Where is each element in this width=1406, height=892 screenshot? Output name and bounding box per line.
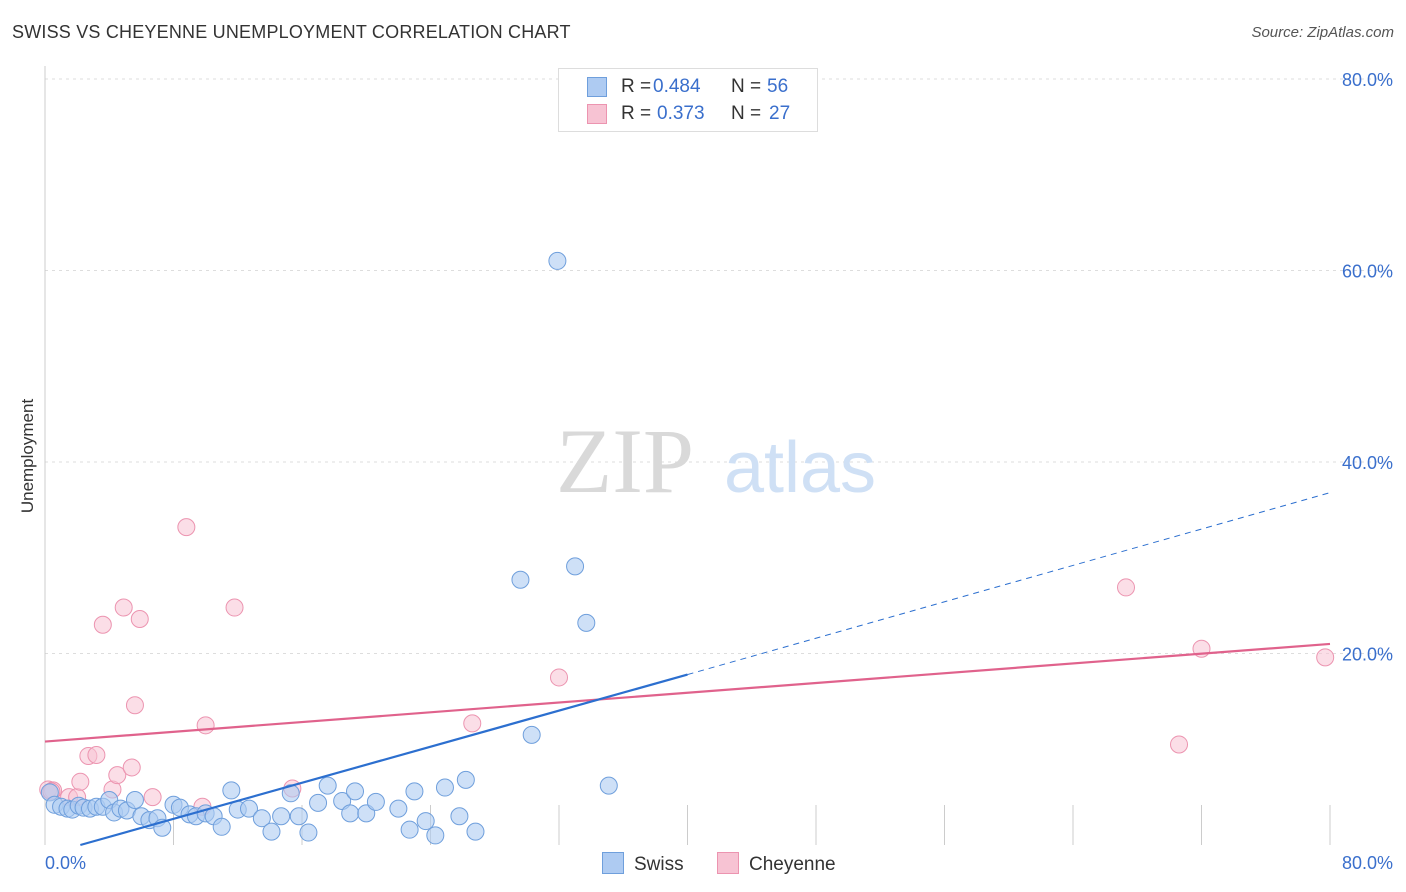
cheyenne-trend-line [44, 642, 1331, 743]
cheyenne-point [130, 610, 149, 629]
y-tick-label: 20.0% [1342, 645, 1393, 665]
cheyenne-point [550, 668, 568, 687]
swiss-point [450, 807, 469, 826]
swiss-point [435, 778, 454, 797]
watermark-zip: ZIP [556, 410, 694, 512]
swiss-point [456, 770, 475, 789]
watermark-atlas: atlas [724, 428, 876, 508]
swiss-trend-line [80, 673, 688, 847]
cheyenne-legend-label: Cheyenne [749, 854, 836, 875]
y-tick-label: 80.0% [1342, 70, 1393, 90]
cheyenne-point [87, 745, 106, 764]
cheyenne-point [196, 716, 215, 735]
cheyenne-point [93, 615, 112, 634]
tick-labels: 20.0% 40.0% 60.0% 80.0% 0.0% 80.0% [45, 70, 1393, 873]
swiss-point [341, 804, 360, 823]
swiss-point [239, 799, 258, 818]
swiss-n-label: N = [731, 76, 762, 97]
swiss-point [252, 809, 271, 828]
cheyenne-point [122, 758, 141, 777]
cheyenne-point [463, 714, 482, 733]
y-tick-label: 40.0% [1342, 453, 1393, 473]
swiss-point [222, 781, 241, 800]
swiss-point [548, 251, 567, 270]
swiss-point [272, 807, 291, 826]
cheyenne-point [1316, 648, 1335, 667]
swiss-point [416, 812, 435, 831]
legend-item-cheyenne[interactable]: Cheyenne [717, 852, 836, 876]
cheyenne-r-value: 0.373 [657, 103, 705, 124]
cheyenne-point [143, 788, 162, 807]
swiss-point [318, 776, 337, 795]
swiss-point [400, 820, 419, 839]
swiss-point [289, 807, 308, 826]
grid-lines [45, 78, 1392, 654]
swiss-point [511, 570, 530, 589]
cheyenne-swatch [587, 104, 607, 124]
swiss-n-value: 56 [767, 76, 789, 97]
legend-item-swiss[interactable]: Swiss [602, 852, 684, 876]
cheyenne-point [108, 766, 127, 785]
swiss-point [125, 790, 144, 809]
cheyenne-n-value: 27 [769, 103, 791, 124]
swiss-point [389, 799, 408, 818]
swiss-trend-extension [687, 492, 1331, 676]
cheyenne-point [225, 598, 244, 617]
cheyenne-point [1170, 735, 1189, 754]
swiss-point [212, 817, 231, 836]
swiss-point [357, 804, 376, 823]
swiss-legend-swatch [602, 852, 624, 874]
cheyenne-point [125, 696, 144, 715]
swiss-point [366, 792, 385, 811]
cheyenne-point [114, 598, 133, 617]
swiss-point [577, 613, 596, 632]
swiss-point [522, 725, 541, 744]
y-tick-label: 60.0% [1342, 262, 1393, 282]
swiss-r-value: 0.484 [653, 76, 701, 97]
x-tick-label-max: 80.0% [1342, 853, 1393, 873]
cheyenne-legend-swatch [717, 852, 739, 874]
swiss-point [426, 826, 445, 845]
swiss-point [346, 782, 365, 801]
correlation-legend: R = 0.484 N = 56 R = 0.373 N = 27 [558, 68, 818, 132]
swiss-point [466, 822, 485, 841]
cheyenne-n-label: N = [731, 103, 762, 124]
swiss-series [40, 251, 618, 845]
cheyenne-series [39, 518, 1335, 816]
swiss-point [566, 557, 585, 576]
swiss-legend-label: Swiss [634, 854, 684, 875]
swiss-point [262, 822, 281, 841]
source-label: Source: ZipAtlas.com [1251, 24, 1394, 41]
cheyenne-r-label: R = [621, 103, 652, 124]
swiss-swatch [587, 77, 607, 97]
chart-title: SWISS VS CHEYENNE UNEMPLOYMENT CORRELATI… [12, 22, 571, 42]
cheyenne-point [1117, 578, 1136, 597]
cheyenne-point [71, 772, 90, 791]
swiss-point [299, 823, 318, 842]
cheyenne-point [177, 518, 196, 537]
swiss-point [309, 793, 328, 812]
x-tick-label-min: 0.0% [45, 853, 86, 873]
swiss-point [405, 782, 424, 801]
trend-lines [44, 492, 1331, 847]
swiss-point [599, 776, 618, 795]
swiss-r-label: R = [621, 76, 652, 97]
